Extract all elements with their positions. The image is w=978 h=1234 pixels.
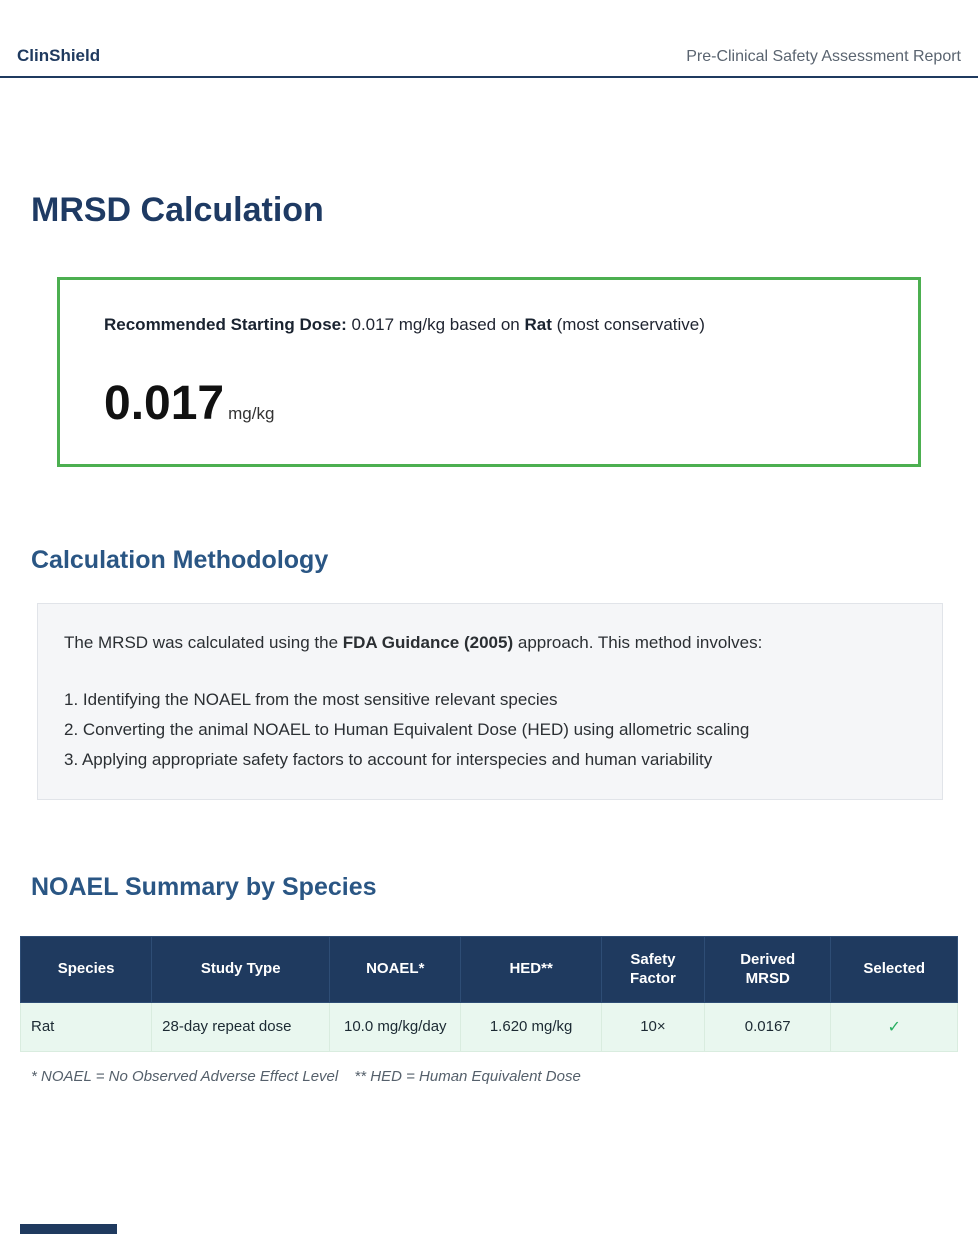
cell-derived-mrsd: 0.0167 — [703, 1001, 832, 1052]
col-selected: Selected — [830, 935, 958, 1003]
cell-hed: 1.620 mg/kg — [460, 1001, 602, 1052]
cell-study-type: 28-day repeat dose — [151, 1001, 331, 1052]
cell-safety-factor: 10× — [600, 1001, 705, 1052]
methodology-step-3: 3. Applying appropriate safety factors t… — [64, 749, 713, 769]
table-header-row: Species Study Type NOAEL* HED** Safety F… — [19, 935, 958, 1003]
report-header: ClinShield Pre-Clinical Safety Assessmen… — [0, 0, 978, 78]
report-content: MRSD Calculation Recommended Starting Do… — [0, 190, 978, 1085]
noael-summary-table: Species Study Type NOAEL* HED** Safety F… — [19, 935, 958, 1052]
recommended-dose-box: Recommended Starting Dose: 0.017 mg/kg b… — [57, 276, 921, 467]
col-species: Species — [19, 935, 153, 1003]
col-noael: NOAEL* — [329, 935, 462, 1003]
col-study-type: Study Type — [151, 935, 331, 1003]
mrsd-unit: mg/kg — [228, 403, 275, 423]
page-title: MRSD Calculation — [31, 191, 324, 229]
selected-check-icon: ✓ — [830, 1001, 958, 1052]
table-header: Species Study Type NOAEL* HED** Safety F… — [19, 935, 958, 1003]
table-footnote: * NOAEL = No Observed Adverse Effect Lev… — [31, 1068, 947, 1085]
cell-noael: 10.0 mg/kg/day — [329, 1001, 462, 1052]
recommended-dose-summary: Recommended Starting Dose: 0.017 mg/kg b… — [104, 310, 874, 340]
recommended-dose-qualifier: (most conservative) — [556, 314, 705, 334]
col-hed: HED** — [460, 935, 602, 1003]
methodology-intro-suffix: approach. This method involves: — [517, 632, 763, 652]
col-safety-factor: Safety Factor — [600, 935, 705, 1003]
methodology-step-2: 2. Converting the animal NOAEL to Human … — [64, 720, 750, 740]
col-derived-mrsd: Derived MRSD — [703, 935, 832, 1003]
methodology-guidance: FDA Guidance (2005) — [342, 632, 514, 652]
methodology-box: The MRSD was calculated using the FDA Gu… — [37, 602, 943, 800]
recommended-dose-species: Rat — [524, 314, 552, 334]
footnote-hed: ** HED = Human Equivalent Dose — [354, 1067, 581, 1085]
methodology-intro: The MRSD was calculated using the FDA Gu… — [64, 628, 916, 658]
table-body: Rat 28-day repeat dose 10.0 mg/kg/day 1.… — [19, 1001, 958, 1052]
report-subtitle: Pre-Clinical Safety Assessment Report — [686, 48, 961, 65]
noael-summary-heading: NOAEL Summary by Species — [31, 872, 377, 901]
methodology-step-1: 1. Identifying the NOAEL from the most s… — [64, 690, 558, 710]
brand-name: ClinShield — [17, 46, 101, 65]
cell-species: Rat — [19, 1001, 153, 1052]
table-row: Rat 28-day repeat dose 10.0 mg/kg/day 1.… — [19, 1001, 958, 1052]
methodology-intro-prefix: The MRSD was calculated using the — [64, 632, 339, 652]
mrsd-value: 0.017 mg/kg — [104, 376, 874, 430]
recommended-dose-text: 0.017 mg/kg based on — [351, 314, 520, 334]
next-section-cutoff-bar — [20, 1224, 117, 1234]
mrsd-number: 0.017 — [104, 376, 225, 430]
methodology-heading: Calculation Methodology — [31, 545, 329, 574]
footnote-noael: * NOAEL = No Observed Adverse Effect Lev… — [31, 1067, 339, 1085]
recommended-dose-label: Recommended Starting Dose: — [104, 314, 347, 334]
